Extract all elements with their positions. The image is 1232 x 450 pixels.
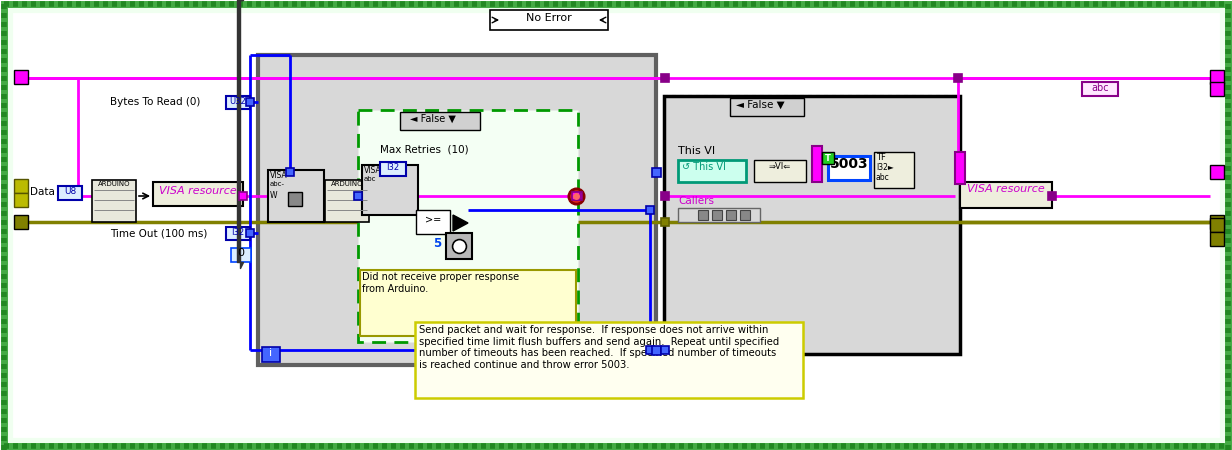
Text: Send packet and wait for response.  If response does not arrive within
specified: Send packet and wait for response. If re…: [419, 325, 780, 370]
Text: 0: 0: [238, 248, 244, 258]
Text: Bytes To Read (0): Bytes To Read (0): [110, 97, 201, 107]
FancyBboxPatch shape: [415, 322, 803, 398]
FancyBboxPatch shape: [678, 160, 747, 182]
FancyBboxPatch shape: [678, 208, 760, 222]
FancyBboxPatch shape: [379, 162, 407, 176]
Text: I32►: I32►: [876, 163, 893, 172]
Polygon shape: [453, 215, 468, 231]
Text: VISA resource: VISA resource: [159, 186, 237, 196]
FancyBboxPatch shape: [1210, 215, 1225, 229]
FancyBboxPatch shape: [1082, 82, 1117, 96]
FancyBboxPatch shape: [325, 180, 370, 222]
Text: T: T: [825, 154, 830, 163]
Text: U32: U32: [229, 97, 246, 106]
FancyBboxPatch shape: [662, 218, 669, 226]
FancyBboxPatch shape: [246, 98, 254, 106]
FancyBboxPatch shape: [572, 192, 580, 200]
Text: Data: Data: [30, 187, 55, 197]
FancyBboxPatch shape: [246, 229, 254, 237]
FancyBboxPatch shape: [740, 210, 750, 220]
FancyBboxPatch shape: [754, 160, 806, 182]
Text: ↺ This VI: ↺ This VI: [683, 162, 726, 172]
Text: I32: I32: [232, 228, 245, 237]
Text: >=: >=: [425, 214, 441, 224]
FancyBboxPatch shape: [354, 192, 362, 200]
Text: i: i: [270, 348, 272, 358]
FancyBboxPatch shape: [664, 96, 960, 354]
Text: TF: TF: [876, 153, 886, 162]
FancyBboxPatch shape: [58, 186, 83, 200]
FancyBboxPatch shape: [712, 210, 722, 220]
FancyBboxPatch shape: [662, 346, 669, 354]
FancyBboxPatch shape: [153, 182, 243, 206]
Text: I32: I32: [387, 163, 399, 172]
FancyBboxPatch shape: [954, 74, 962, 82]
FancyBboxPatch shape: [400, 112, 480, 130]
Text: 5: 5: [432, 237, 441, 250]
FancyBboxPatch shape: [574, 192, 582, 200]
FancyBboxPatch shape: [362, 165, 418, 215]
FancyBboxPatch shape: [288, 192, 302, 206]
Text: VISA: VISA: [270, 171, 287, 180]
FancyBboxPatch shape: [873, 152, 914, 188]
FancyBboxPatch shape: [286, 168, 294, 176]
FancyBboxPatch shape: [239, 192, 246, 200]
FancyBboxPatch shape: [731, 98, 804, 116]
FancyBboxPatch shape: [262, 347, 280, 362]
Text: abc: abc: [1092, 83, 1109, 93]
Text: 5003: 5003: [829, 157, 869, 171]
FancyBboxPatch shape: [699, 210, 708, 220]
Text: Max Retries  (10): Max Retries (10): [379, 145, 468, 155]
FancyBboxPatch shape: [662, 192, 669, 200]
Text: Time Out (100 ms): Time Out (100 ms): [110, 228, 207, 238]
FancyBboxPatch shape: [822, 152, 834, 164]
Text: VISA: VISA: [363, 166, 382, 175]
FancyBboxPatch shape: [1210, 218, 1225, 232]
FancyBboxPatch shape: [960, 182, 1052, 208]
FancyBboxPatch shape: [359, 110, 578, 342]
Text: Callers: Callers: [678, 196, 715, 206]
FancyBboxPatch shape: [225, 96, 250, 109]
Text: ◄ False ▼: ◄ False ▼: [410, 114, 456, 124]
FancyBboxPatch shape: [14, 70, 28, 84]
Text: abc: abc: [363, 176, 377, 182]
FancyBboxPatch shape: [1048, 192, 1056, 200]
FancyBboxPatch shape: [416, 210, 450, 234]
FancyBboxPatch shape: [269, 170, 324, 222]
Text: ⇒VI⇐: ⇒VI⇐: [769, 162, 791, 171]
FancyBboxPatch shape: [490, 10, 609, 30]
FancyBboxPatch shape: [14, 179, 28, 193]
Text: abc: abc: [876, 173, 890, 182]
Text: Did not receive proper response
from Arduino.: Did not receive proper response from Ard…: [362, 272, 519, 293]
FancyBboxPatch shape: [812, 146, 822, 182]
FancyBboxPatch shape: [446, 233, 472, 259]
Text: ARDUINO: ARDUINO: [330, 181, 363, 187]
FancyBboxPatch shape: [652, 167, 660, 176]
Text: VISA resource: VISA resource: [967, 184, 1045, 194]
Text: abc-: abc-: [270, 181, 285, 187]
FancyBboxPatch shape: [232, 248, 251, 262]
Text: ARDUINO: ARDUINO: [97, 181, 131, 187]
FancyBboxPatch shape: [1210, 70, 1225, 84]
FancyBboxPatch shape: [955, 152, 965, 184]
Text: No Error: No Error: [526, 13, 572, 23]
FancyBboxPatch shape: [14, 215, 28, 229]
FancyBboxPatch shape: [225, 227, 250, 240]
FancyBboxPatch shape: [1210, 82, 1225, 96]
FancyBboxPatch shape: [646, 206, 654, 214]
FancyBboxPatch shape: [662, 74, 669, 82]
FancyBboxPatch shape: [1210, 232, 1225, 246]
FancyBboxPatch shape: [4, 4, 1228, 446]
Text: U8: U8: [64, 187, 76, 196]
Text: This VI: This VI: [678, 146, 715, 156]
FancyBboxPatch shape: [92, 180, 136, 222]
Text: ◄ False ▼: ◄ False ▼: [736, 100, 785, 110]
Text: W: W: [270, 191, 277, 200]
FancyBboxPatch shape: [646, 346, 654, 354]
FancyBboxPatch shape: [14, 14, 1218, 436]
FancyBboxPatch shape: [726, 210, 736, 220]
FancyBboxPatch shape: [1210, 165, 1225, 179]
FancyBboxPatch shape: [360, 270, 577, 336]
FancyBboxPatch shape: [828, 156, 870, 180]
